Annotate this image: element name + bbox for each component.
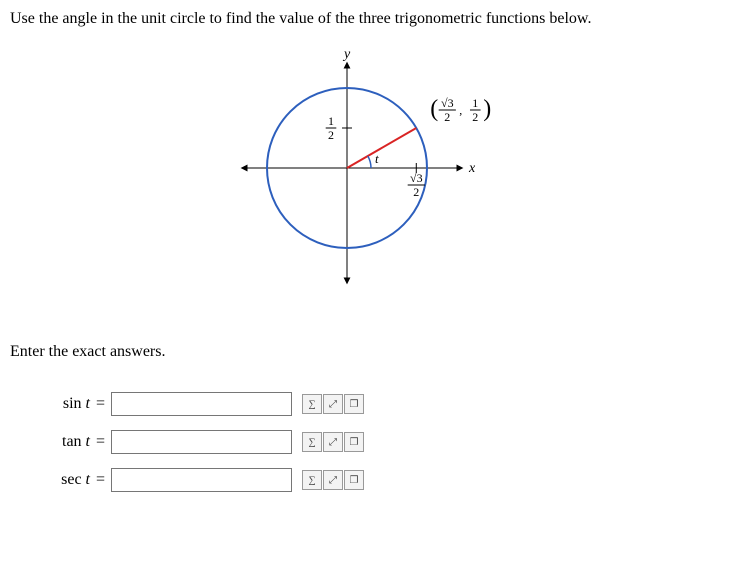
svg-text:y: y [342,48,351,62]
answer-row-sin: sin t = ∑⤢❐ [30,391,744,417]
svg-text:2: 2 [413,185,419,199]
equation-toolbar: ∑⤢❐ [302,470,365,490]
toolbar-button-3[interactable]: ❐ [344,394,364,414]
toolbar-button-2[interactable]: ⤢ [323,470,343,490]
sec-label: sec t [30,471,90,489]
toolbar-button-1[interactable]: ∑ [302,432,322,452]
sin-input[interactable] [111,392,292,416]
problem-text: Use the angle in the unit circle to find… [10,10,744,28]
svg-text:t: t [375,151,379,166]
tan-label: tan t [30,433,90,451]
svg-text:√3: √3 [410,171,423,185]
sec-input[interactable] [111,468,292,492]
svg-text:2: 2 [444,110,450,124]
instructions-text: Enter the exact answers. [10,343,744,361]
equation-toolbar: ∑⤢❐ [302,432,365,452]
equals-sign: = [96,433,105,451]
svg-text:(: ( [430,96,438,122]
equals-sign: = [96,395,105,413]
toolbar-button-3[interactable]: ❐ [344,432,364,452]
answer-row-tan: tan t = ∑⤢❐ [30,429,744,455]
toolbar-button-1[interactable]: ∑ [302,470,322,490]
svg-text:2: 2 [328,128,334,142]
answer-row-sec: sec t = ∑⤢❐ [30,467,744,493]
toolbar-button-1[interactable]: ∑ [302,394,322,414]
svg-text:): ) [483,96,491,122]
unit-circle-figure: xyt12√32(√32 , 12) [10,48,744,313]
svg-text:x: x [468,161,476,176]
toolbar-button-2[interactable]: ⤢ [323,394,343,414]
sin-label: sin t [30,395,90,413]
svg-text:2: 2 [472,110,478,124]
svg-text:1: 1 [472,96,478,110]
equation-toolbar: ∑⤢❐ [302,394,365,414]
equals-sign: = [96,471,105,489]
svg-text:1: 1 [328,114,334,128]
svg-text:√3: √3 [441,96,454,110]
toolbar-button-2[interactable]: ⤢ [323,432,343,452]
toolbar-button-3[interactable]: ❐ [344,470,364,490]
svg-text:,: , [459,103,462,117]
tan-input[interactable] [111,430,292,454]
